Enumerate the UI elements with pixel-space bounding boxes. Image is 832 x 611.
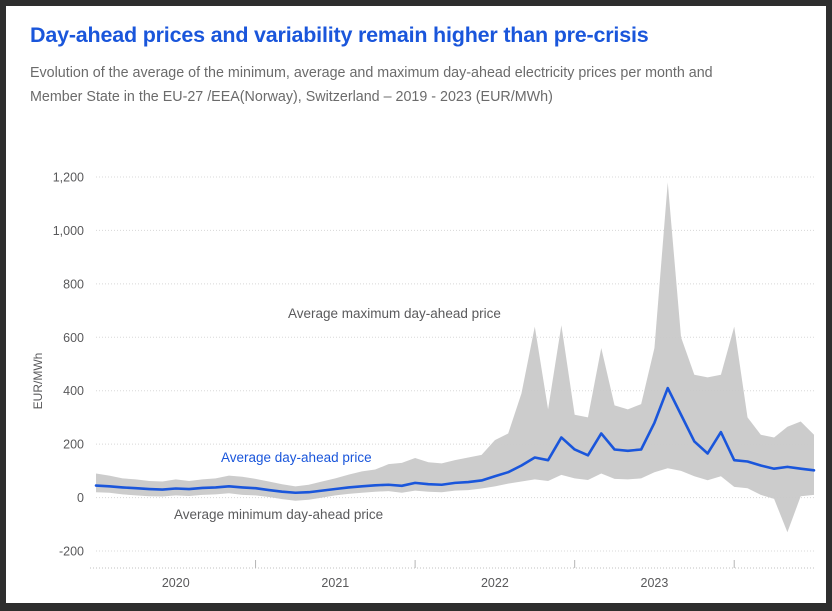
max-label: Average maximum day-ahead price	[288, 306, 501, 321]
y-tick-label: 1,200	[53, 171, 84, 185]
chart-page: Day-ahead prices and variability remain …	[6, 6, 826, 603]
y-axis-title: EUR/MWh	[31, 353, 45, 410]
x-tick-label: 2022	[481, 576, 509, 590]
gridlines	[96, 176, 814, 552]
x-axis-tick-labels: 2020 2021 2022 2023	[162, 576, 669, 590]
x-tick-label: 2023	[641, 576, 669, 590]
chart-subtitle: Evolution of the average of the minimum,…	[30, 65, 713, 105]
y-tick-label: 0	[77, 491, 84, 505]
price-range-band	[96, 182, 814, 533]
y-tick-label: 600	[63, 331, 84, 345]
y-tick-label: -200	[59, 545, 84, 559]
average-line-path	[94, 386, 816, 495]
avg-label: Average day-ahead price	[221, 450, 372, 465]
x-axis	[90, 560, 814, 569]
y-tick-label: 400	[63, 384, 84, 398]
x-tick-label: 2020	[162, 576, 190, 590]
series-annotations: Average maximum day-ahead price Average d…	[174, 306, 501, 522]
min-label: Average minimum day-ahead price	[174, 507, 383, 522]
min-max-band	[96, 182, 814, 533]
y-tick-label: 200	[63, 438, 84, 452]
y-tick-label: 800	[63, 277, 84, 291]
chart-svg: -200 0 200 400 600 800 1,000 1,200 2020 2021 2022…	[31, 171, 816, 590]
page-title: Day-ahead prices and variability remain …	[30, 23, 649, 47]
y-tick-label: 1,000	[53, 224, 84, 238]
x-tick-label: 2021	[321, 576, 349, 590]
chart-plot-area: -200 0 200 400 600 800 1,000 1,200 2020 2021 2022…	[6, 6, 826, 603]
y-axis-tick-labels: -200 0 200 400 600 800 1,000 1,200	[53, 171, 84, 559]
average-price-line	[94, 386, 816, 495]
